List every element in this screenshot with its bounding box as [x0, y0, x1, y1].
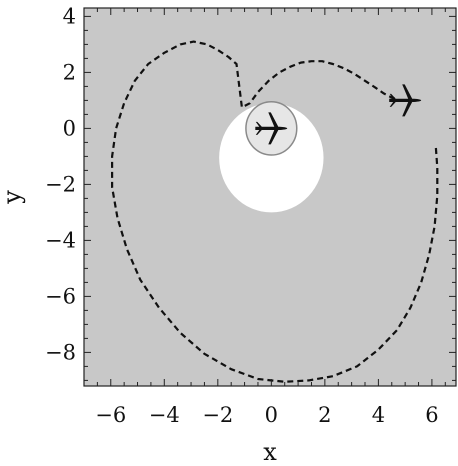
x-tick-labels: −6 −4 −2 0 2 4 6 [95, 403, 438, 427]
y-tick-labels: −8 −6 −4 −2 0 2 4 [45, 4, 76, 364]
x-tick-label: 4 [372, 403, 385, 427]
y-tick-label: −4 [45, 228, 76, 252]
x-tick-label: 6 [425, 403, 438, 427]
x-tick-label: 0 [265, 403, 278, 427]
y-tick-label: −2 [45, 172, 76, 196]
series-layer [111, 40, 439, 383]
ticks-layer [83, 8, 456, 386]
y-tick-label: −6 [45, 284, 76, 308]
x-tick-label: 2 [318, 403, 331, 427]
y-tick-label: −8 [45, 340, 76, 364]
x-tick-label: −4 [149, 403, 180, 427]
y-axis-label: y [0, 190, 26, 205]
y-tick-label: 0 [63, 116, 76, 140]
y-tick-label: 4 [63, 4, 76, 28]
x-axis-label: x [263, 438, 277, 466]
aircraft-layer [255, 84, 422, 145]
plot-frame [83, 7, 457, 387]
x-tick-label: −6 [95, 403, 126, 427]
aircraft-ownship-icon [255, 112, 288, 145]
aircraft-intruder-icon [389, 84, 422, 117]
y-tick-label: 2 [63, 60, 76, 84]
trajectory-line-0 [111, 40, 439, 383]
x-tick-label: −2 [202, 403, 233, 427]
